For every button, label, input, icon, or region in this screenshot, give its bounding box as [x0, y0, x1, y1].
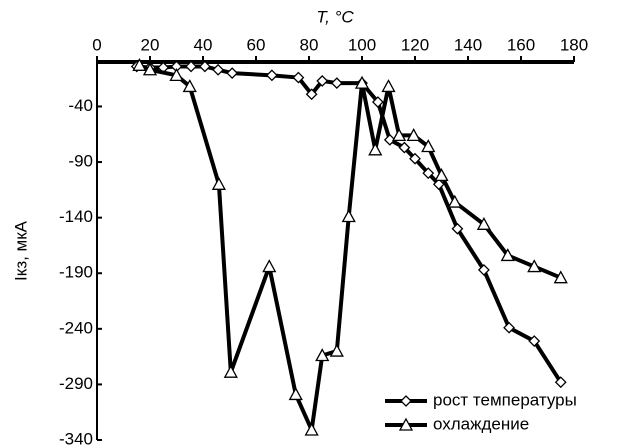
marker	[211, 176, 226, 190]
marker	[392, 128, 407, 142]
marker	[315, 348, 330, 362]
marker	[330, 77, 343, 90]
marker	[368, 142, 383, 156]
x-tick-label: 100	[348, 35, 376, 54]
marker	[422, 167, 435, 180]
y-tick-label: -190	[59, 263, 93, 282]
x-tick-label: 180	[560, 35, 588, 54]
x-tick-label: 80	[300, 35, 319, 54]
legend-label: рост температуры	[433, 390, 577, 409]
marker	[316, 74, 329, 87]
marker	[434, 168, 449, 182]
marker	[288, 387, 303, 401]
x-tick-label: 0	[92, 35, 101, 54]
marker	[265, 69, 278, 82]
marker	[409, 152, 421, 165]
marker	[554, 376, 567, 389]
marker	[212, 63, 225, 76]
legend-label: охлаждение	[433, 414, 529, 433]
series-line	[138, 63, 562, 432]
marker	[381, 79, 396, 93]
x-tick-label: 20	[141, 35, 160, 54]
marker	[500, 248, 515, 262]
x-tick-label: 60	[247, 35, 266, 54]
y-tick-label: -40	[68, 96, 93, 115]
marker	[527, 259, 542, 273]
marker	[432, 178, 445, 191]
marker	[398, 141, 411, 154]
x-axis-label: T, °C	[316, 7, 354, 26]
x-tick-label: 40	[194, 35, 213, 54]
y-tick-label: -140	[59, 207, 93, 226]
marker	[292, 71, 305, 84]
x-tick-label: 160	[507, 35, 535, 54]
y-axis-label: Iкз, мкА	[11, 220, 30, 281]
y-tick-label: -340	[59, 429, 93, 447]
marker	[398, 417, 414, 431]
marker	[400, 395, 412, 407]
y-tick-label: -290	[59, 374, 93, 393]
marker	[305, 88, 318, 101]
x-tick-label: 140	[454, 35, 482, 54]
marker	[371, 96, 384, 108]
marker	[341, 209, 356, 223]
y-tick-label: -240	[59, 318, 93, 337]
marker	[169, 67, 184, 81]
marker	[182, 79, 197, 93]
marker	[553, 270, 568, 284]
marker	[198, 60, 211, 73]
marker	[447, 194, 462, 208]
marker	[142, 62, 158, 76]
marker	[304, 422, 319, 436]
marker	[451, 222, 464, 235]
x-tick-label: 120	[401, 35, 429, 54]
marker	[185, 60, 197, 73]
marker	[503, 321, 515, 334]
marker	[528, 335, 541, 347]
marker	[476, 216, 491, 230]
marker	[262, 259, 277, 273]
marker	[383, 133, 396, 146]
marker	[354, 75, 370, 89]
marker	[132, 57, 147, 71]
marker	[226, 67, 239, 80]
y-tick-label: -90	[68, 152, 93, 171]
marker	[477, 263, 490, 276]
marker	[406, 128, 421, 142]
marker	[329, 343, 344, 357]
marker	[421, 139, 436, 153]
marker	[223, 364, 238, 378]
